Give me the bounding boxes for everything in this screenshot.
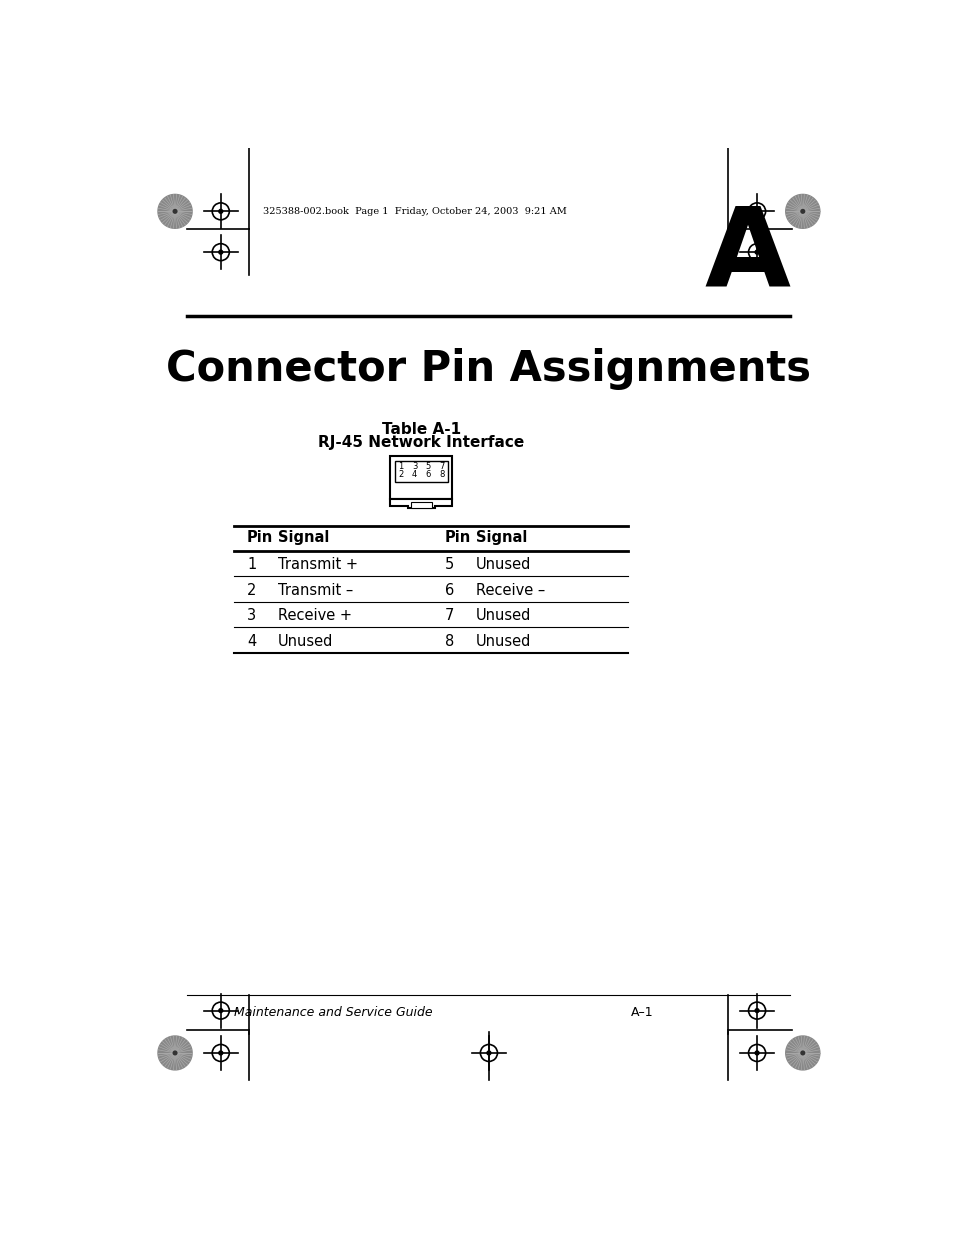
Text: 7: 7 — [439, 462, 445, 471]
Text: Connector Pin Assignments: Connector Pin Assignments — [166, 348, 811, 390]
Polygon shape — [411, 503, 431, 508]
Text: 8: 8 — [439, 471, 445, 479]
Text: 6: 6 — [425, 471, 431, 479]
Text: 1: 1 — [247, 557, 256, 572]
Text: Signal: Signal — [476, 530, 527, 546]
Text: Unused: Unused — [476, 608, 531, 624]
Text: Signal: Signal — [278, 530, 329, 546]
Text: 4: 4 — [247, 634, 256, 648]
Bar — [395, 461, 447, 483]
Text: 325388-002.book  Page 1  Friday, October 24, 2003  9:21 AM: 325388-002.book Page 1 Friday, October 2… — [262, 206, 566, 216]
Text: Transmit +: Transmit + — [278, 557, 357, 572]
Text: 2: 2 — [247, 583, 256, 598]
Text: 3: 3 — [247, 608, 256, 624]
Text: 2: 2 — [397, 471, 403, 479]
Circle shape — [218, 1051, 222, 1055]
Circle shape — [486, 1051, 491, 1055]
Polygon shape — [785, 194, 819, 228]
Text: Unused: Unused — [278, 634, 334, 648]
Circle shape — [172, 209, 177, 214]
Text: A–1: A–1 — [630, 1007, 653, 1019]
Text: 8: 8 — [444, 634, 454, 648]
Bar — [390, 456, 452, 499]
Text: RJ-45 Network Interface: RJ-45 Network Interface — [318, 436, 524, 451]
Text: Pin: Pin — [444, 530, 471, 546]
Text: Unused: Unused — [476, 557, 531, 572]
Polygon shape — [158, 1036, 192, 1070]
Text: Pin: Pin — [247, 530, 274, 546]
Circle shape — [800, 209, 804, 214]
Text: Transmit –: Transmit – — [278, 583, 353, 598]
Text: 6: 6 — [444, 583, 454, 598]
Polygon shape — [158, 194, 192, 228]
Text: 5: 5 — [425, 462, 431, 471]
Text: A: A — [703, 203, 789, 310]
Text: Unused: Unused — [476, 634, 531, 648]
Text: Receive +: Receive + — [278, 608, 352, 624]
Polygon shape — [390, 499, 452, 508]
Circle shape — [218, 210, 222, 214]
Circle shape — [755, 251, 759, 254]
Circle shape — [755, 210, 759, 214]
Circle shape — [800, 1051, 804, 1056]
Text: Table A-1: Table A-1 — [381, 421, 460, 436]
Text: Receive –: Receive – — [476, 583, 544, 598]
Polygon shape — [785, 1036, 819, 1070]
Circle shape — [755, 1009, 759, 1013]
Text: Maintenance and Service Guide: Maintenance and Service Guide — [233, 1007, 432, 1019]
Circle shape — [218, 1009, 222, 1013]
Text: 4: 4 — [412, 471, 416, 479]
Circle shape — [172, 1051, 177, 1056]
Text: 3: 3 — [412, 462, 416, 471]
Circle shape — [218, 251, 222, 254]
Text: 7: 7 — [444, 608, 454, 624]
Text: 5: 5 — [444, 557, 454, 572]
Text: 1: 1 — [397, 462, 403, 471]
Circle shape — [755, 1051, 759, 1055]
